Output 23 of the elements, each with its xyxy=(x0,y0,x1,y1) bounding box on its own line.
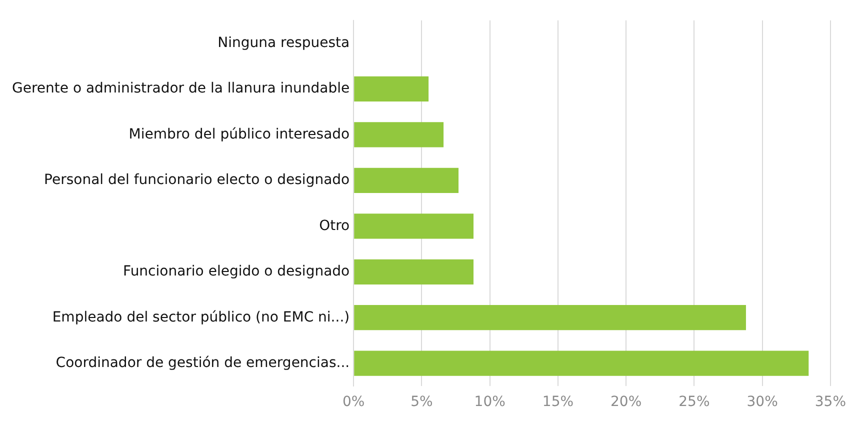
x-tick-label: 35% xyxy=(814,394,846,410)
bar xyxy=(354,168,459,194)
y-tick-label: Personal del funcionario electo o designado xyxy=(44,172,350,188)
y-tick-label: Miembro del público interesado xyxy=(128,126,350,142)
bar xyxy=(354,214,474,239)
y-tick-label: Ninguna respuesta xyxy=(218,34,350,51)
x-tick-label: 25% xyxy=(678,394,710,410)
y-tick-label: Funcionario elegido o designado xyxy=(123,264,350,280)
bar xyxy=(354,122,444,148)
bar xyxy=(354,259,474,284)
x-tick-label: 15% xyxy=(542,394,574,410)
y-tick-label: Coordinador de gestión de emergencias... xyxy=(56,354,350,371)
x-tick-label: 20% xyxy=(610,394,642,410)
y-tick-label: Otro xyxy=(319,218,350,234)
y-tick-label: Gerente o administrador de la llanura inundable xyxy=(12,80,350,97)
x-tick-label: 30% xyxy=(746,394,778,410)
bar xyxy=(354,305,746,330)
bar xyxy=(354,76,429,102)
x-tick-label: 0% xyxy=(342,394,365,410)
x-tick-label: 5% xyxy=(410,394,433,410)
bar xyxy=(354,350,809,376)
y-tick-label: Empleado del sector público (no EMC ni...) xyxy=(52,309,350,326)
x-tick-label: 10% xyxy=(474,394,506,410)
